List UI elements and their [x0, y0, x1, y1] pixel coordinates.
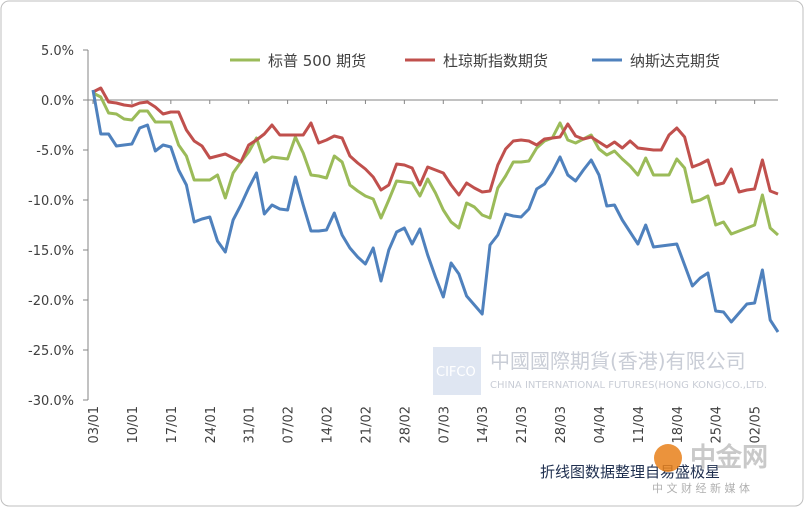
legend-label: 纳斯达克期货	[630, 52, 720, 70]
y-tick-label: -25.0%	[28, 344, 74, 359]
x-tick-label: 21/03	[515, 406, 530, 443]
x-tick-label: 14/03	[476, 406, 491, 443]
x-tick-label: 25/04	[710, 406, 725, 443]
series-line	[92, 86, 779, 197]
x-tick-label: 10/01	[126, 406, 141, 443]
y-tick-label: -5.0%	[36, 144, 74, 159]
series-line	[91, 89, 780, 333]
x-tick-label: 07/03	[437, 406, 452, 443]
watermark-logo	[433, 347, 481, 395]
watermark: 中國國際期貨(香港)有限公司	[490, 349, 746, 373]
x-tick-label: 11/04	[632, 406, 647, 443]
x-tick-label: 24/01	[204, 406, 219, 443]
brand-tagline: 中 文 财 经 新 媒 体	[652, 481, 750, 495]
x-tick-label: 14/02	[321, 406, 336, 443]
watermark: CHINA INTERNATIONAL FUTURES(HONG KONG)CO…	[490, 380, 767, 391]
y-tick-label: -15.0%	[28, 244, 74, 259]
x-tick-label: 18/04	[671, 406, 686, 443]
brand: 中金网	[690, 442, 768, 473]
y-tick-label: 0.0%	[41, 94, 74, 109]
y-tick-label: -20.0%	[28, 294, 74, 309]
x-tick-label: 07/02	[282, 406, 297, 443]
series-line	[92, 91, 780, 237]
x-tick-label: 03/01	[87, 406, 102, 443]
x-tick-label: 28/03	[554, 406, 569, 443]
watermark: CIFCO	[436, 365, 476, 380]
brand-logo	[654, 444, 682, 472]
x-tick-label: 31/01	[243, 406, 258, 443]
legend-label: 标普 500 期货	[268, 52, 366, 70]
x-tick-label: 21/02	[359, 406, 374, 443]
x-tick-label: 28/02	[398, 406, 413, 443]
legend-label: 杜琼斯指数期货	[443, 52, 548, 70]
y-tick-label: -30.0%	[28, 394, 74, 409]
x-tick-label: 02/05	[749, 406, 764, 443]
y-tick-label: 5.0%	[41, 44, 74, 59]
x-tick-label: 17/01	[165, 406, 180, 443]
x-tick-label: 04/04	[593, 406, 608, 443]
y-tick-label: -10.0%	[28, 194, 74, 209]
